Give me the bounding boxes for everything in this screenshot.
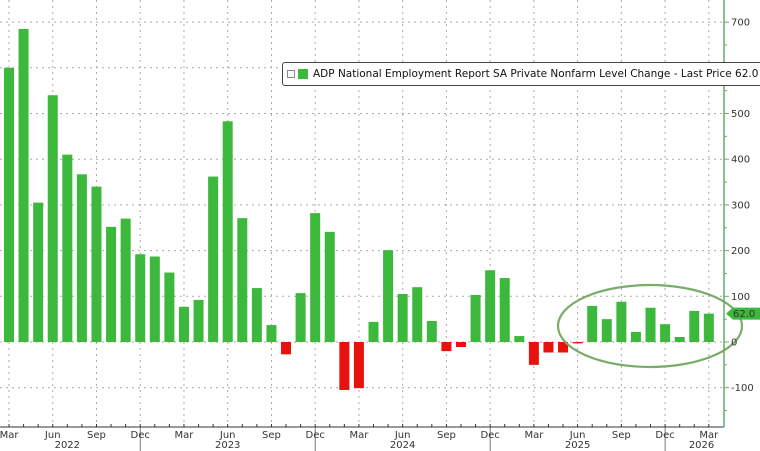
bar <box>645 307 656 342</box>
bar <box>120 218 131 342</box>
last-price-marker <box>726 307 760 320</box>
bar <box>572 342 583 344</box>
bar <box>208 176 219 342</box>
bar <box>587 305 598 342</box>
x-tick-label: Sep <box>437 430 456 441</box>
bar <box>397 294 408 342</box>
bar <box>281 342 292 355</box>
year-label: 2022 <box>55 440 80 451</box>
y-tick-label: 300 <box>731 200 750 211</box>
bar <box>237 218 248 342</box>
bar <box>426 320 437 342</box>
bar <box>616 301 627 342</box>
bar <box>310 213 321 342</box>
year-label: 2023 <box>215 440 240 451</box>
y-tick-label: -100 <box>731 383 754 394</box>
y-tick-label: 100 <box>731 292 750 303</box>
y-tick-label: 0 <box>731 338 737 349</box>
bar <box>470 294 481 342</box>
year-label: 2024 <box>390 440 415 451</box>
last-price-value: 62.0 <box>733 309 755 320</box>
x-tick-label: Jun <box>394 430 411 441</box>
x-tick-label: Jun <box>44 430 61 441</box>
x-tick-label: Mar <box>349 430 369 441</box>
x-tick-label: Jun <box>569 430 586 441</box>
last-price-tag: 62.0 <box>726 307 760 320</box>
legend-label: ADP National Employment Report SA Privat… <box>313 68 759 80</box>
bar <box>703 313 714 342</box>
bar <box>601 319 612 342</box>
bar <box>164 272 175 342</box>
y-tick-label: 700 <box>731 18 750 29</box>
bar <box>324 231 335 342</box>
bar <box>106 226 117 342</box>
highlight-ellipse <box>556 283 744 369</box>
bar <box>528 342 539 365</box>
x-tick-label: Dec <box>131 430 150 441</box>
x-tick-label: Mar <box>175 430 195 441</box>
x-tick-label: Sep <box>262 430 281 441</box>
bar <box>543 342 554 353</box>
bar-series <box>4 28 714 390</box>
x-tick-label: Mar <box>0 430 19 441</box>
legend-swatch-icon <box>298 69 308 79</box>
bar <box>412 287 423 342</box>
bar <box>660 324 671 342</box>
bar <box>368 321 379 342</box>
x-tick-label: Mar <box>699 430 719 441</box>
bar <box>76 174 87 342</box>
x-axis-labels: Mar Jun Sep Dec Mar Jun Sep Dec Mar Jun Sep Dec Mar J… <box>0 430 719 451</box>
bar <box>339 342 350 390</box>
y-tick-label: 200 <box>731 246 750 257</box>
year-label: 2025 <box>565 440 590 451</box>
bar <box>91 186 102 342</box>
x-tick-label: Dec <box>480 430 499 441</box>
x-tick-label: Sep <box>87 430 106 441</box>
x-tick-label: Dec <box>306 430 325 441</box>
bar <box>47 95 58 342</box>
year-label: 2026 <box>689 440 714 451</box>
bar <box>455 342 466 348</box>
bar <box>18 28 29 343</box>
legend-collapse-icon[interactable] <box>287 70 295 78</box>
bar <box>33 202 44 342</box>
bar <box>266 325 277 342</box>
bar <box>558 342 569 353</box>
bar <box>630 331 641 342</box>
x-tick-label: Sep <box>612 430 631 441</box>
bar <box>149 256 160 342</box>
bar <box>4 67 14 343</box>
y-tick-label: 400 <box>731 155 750 166</box>
x-tick-label: Jun <box>219 430 236 441</box>
bar <box>485 270 496 342</box>
bar <box>514 336 525 342</box>
bar <box>499 278 510 342</box>
chart-legend[interactable]: ADP National Employment Report SA Privat… <box>282 62 760 86</box>
bar <box>295 293 306 342</box>
bar <box>383 250 394 342</box>
bar <box>178 306 189 342</box>
x-tick-label: Mar <box>524 430 544 441</box>
bar <box>222 121 233 342</box>
bar <box>135 254 146 342</box>
bar <box>62 154 73 342</box>
bar <box>251 288 262 342</box>
bar <box>193 299 204 342</box>
y-tick-label: 500 <box>731 109 750 120</box>
bar <box>353 342 364 389</box>
bar <box>441 342 452 352</box>
bar <box>689 310 700 342</box>
bar <box>674 336 685 342</box>
x-tick-label: Dec <box>655 430 674 441</box>
